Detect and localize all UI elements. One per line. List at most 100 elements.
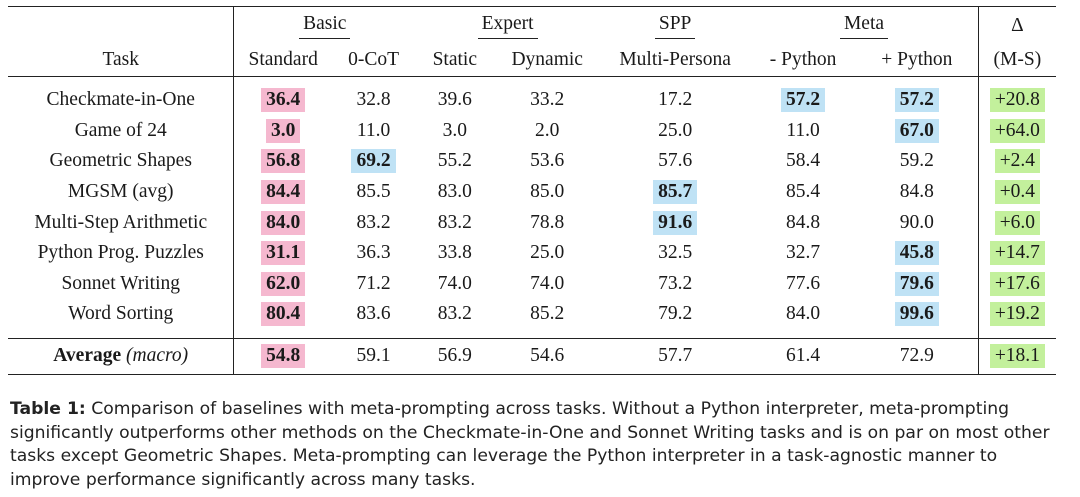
cell-zero-cot-text: 83.6 [356, 303, 391, 325]
cell-static: 33.8 [415, 238, 494, 269]
cell-multi-persona-text: 73.2 [658, 272, 693, 294]
cell-zero-cot: 83.2 [332, 207, 415, 238]
cell-plus-python-text: 67.0 [894, 118, 939, 143]
average-static-text: 56.9 [437, 345, 472, 367]
cell-zero-cot-text: 69.2 [351, 149, 396, 174]
cell-standard: 56.8 [234, 146, 332, 177]
table-row: Multi-Step Arithmetic 84.0 83.2 83.2 78.8 91.… [8, 207, 1056, 238]
column-header-standard-text: Standard [248, 48, 318, 70]
column-header-standard: Standard [233, 43, 332, 77]
column-header-plus-python-text: + Python [881, 48, 953, 70]
average-label-cell: Average (macro) [8, 337, 235, 375]
column-header-row: Task Standard 0-CoT Static Dynamic Multi-Pers… [8, 43, 1056, 77]
cell-standard: 36.4 [234, 85, 332, 116]
cell-standard-text: 56.8 [261, 149, 306, 174]
cell-minus-python: 58.4 [750, 146, 856, 177]
cell-dynamic: 25.0 [494, 238, 600, 269]
cell-multi-persona: 91.6 [600, 207, 750, 238]
task-name: Checkmate-in-One [8, 85, 235, 116]
cell-delta: +17.6 [977, 268, 1056, 300]
cell-delta: +2.4 [977, 146, 1056, 177]
average-zero-cot: 59.1 [331, 337, 416, 375]
task-name-text: Python Prog. Puzzles [37, 242, 204, 264]
cell-plus-python: 79.6 [856, 269, 978, 300]
column-header-zero-cot: 0-CoT [331, 43, 416, 77]
cell-standard-text: 31.1 [261, 241, 306, 266]
cell-plus-python-text: 57.2 [894, 88, 939, 113]
spacer-cell [8, 76, 235, 85]
cell-static-text: 33.8 [437, 242, 472, 264]
average-label: Average [53, 345, 122, 367]
cell-static-text: 83.2 [437, 303, 472, 325]
cell-multi-persona-text: 91.6 [653, 210, 698, 235]
average-multi-persona: 57.7 [600, 337, 751, 375]
group-meta-text: Meta [839, 13, 889, 39]
cell-zero-cot-text: 11.0 [356, 119, 391, 141]
cell-static-text: 3.0 [442, 119, 467, 141]
task-name-text: MGSM (avg) [67, 181, 174, 203]
cell-multi-persona: 79.2 [600, 299, 750, 330]
average-plus-python: 72.9 [855, 337, 979, 375]
cell-plus-python-text: 84.8 [899, 181, 934, 203]
spacer-cell [977, 329, 1056, 339]
group-basic-text: Basic [299, 13, 351, 39]
column-header-minus-python-text: - Python [769, 48, 837, 70]
spacer-cell [415, 77, 494, 86]
table-row: Sonnet Writing 62.0 71.2 74.0 74.0 73.2 77.6 79… [8, 268, 1056, 300]
column-header-zero-cot-text: 0-CoT [348, 48, 400, 70]
column-header-multi-persona: Multi-Persona [600, 43, 751, 77]
cell-delta: +14.7 [977, 237, 1056, 269]
cell-minus-python-text: 32.7 [786, 242, 821, 264]
cell-dynamic: 85.2 [494, 299, 600, 330]
task-name: Geometric Shapes [8, 146, 235, 177]
cell-standard: 84.4 [234, 177, 332, 208]
cell-delta: +0.4 [977, 176, 1056, 208]
cell-dynamic-text: 85.0 [530, 181, 565, 203]
cell-zero-cot: 69.2 [332, 146, 415, 177]
cell-minus-python-text: 11.0 [786, 119, 820, 141]
cell-zero-cot-text: 83.2 [356, 211, 391, 233]
group-expert-text: Expert [477, 13, 538, 39]
cell-plus-python-text: 99.6 [894, 302, 939, 327]
cell-plus-python: 99.6 [856, 299, 978, 330]
cell-multi-persona: 73.2 [600, 269, 750, 300]
cell-standard-text: 62.0 [261, 271, 306, 296]
cell-dynamic-text: 33.2 [530, 89, 565, 111]
cell-dynamic-text: 74.0 [530, 272, 565, 294]
group-meta: Meta [750, 6, 979, 43]
cell-minus-python: 77.6 [750, 269, 856, 300]
cell-multi-persona: 17.2 [600, 85, 750, 116]
spacer-cell [332, 330, 415, 339]
task-name-text: Sonnet Writing [61, 272, 180, 294]
cell-static: 3.0 [415, 116, 494, 147]
task-name: Python Prog. Puzzles [8, 237, 235, 269]
table-row: Python Prog. Puzzles 31.1 36.3 33.8 25.0 32.5… [8, 237, 1056, 269]
column-header-static-text: Static [432, 48, 477, 70]
spacer-cell [415, 330, 494, 339]
spacer-cell [8, 329, 235, 339]
cell-delta: +20.8 [977, 85, 1056, 116]
column-header-multi-persona-text: Multi-Persona [619, 48, 731, 70]
results-table-body: Basic Expert SPP Meta Δ Task Standard 0-CoT Stat… [8, 6, 1056, 375]
cell-dynamic: 2.0 [494, 116, 600, 147]
cell-standard: 62.0 [234, 269, 332, 300]
group-header-row: Basic Expert SPP Meta Δ [8, 6, 1056, 43]
spacer-row [8, 329, 1056, 339]
group-expert: Expert [415, 6, 600, 43]
cell-delta-text: +64.0 [989, 118, 1045, 143]
column-header-delta-text: (M-S) [993, 48, 1042, 70]
cell-minus-python-text: 84.0 [786, 303, 821, 325]
cell-minus-python-text: 58.4 [786, 150, 821, 172]
cell-multi-persona-text: 25.0 [658, 119, 693, 141]
cell-dynamic: 85.0 [494, 177, 600, 208]
cell-delta: +19.2 [977, 299, 1056, 330]
cell-standard-text: 84.0 [261, 210, 306, 235]
task-name-text: Word Sorting [68, 303, 174, 325]
cell-plus-python-text: 59.2 [899, 150, 934, 172]
average-minus-python: 61.4 [750, 337, 856, 375]
cell-static-text: 74.0 [437, 272, 472, 294]
cell-dynamic-text: 53.6 [530, 150, 565, 172]
task-name: MGSM (avg) [8, 176, 235, 208]
average-zero-cot-text: 59.1 [356, 345, 391, 367]
